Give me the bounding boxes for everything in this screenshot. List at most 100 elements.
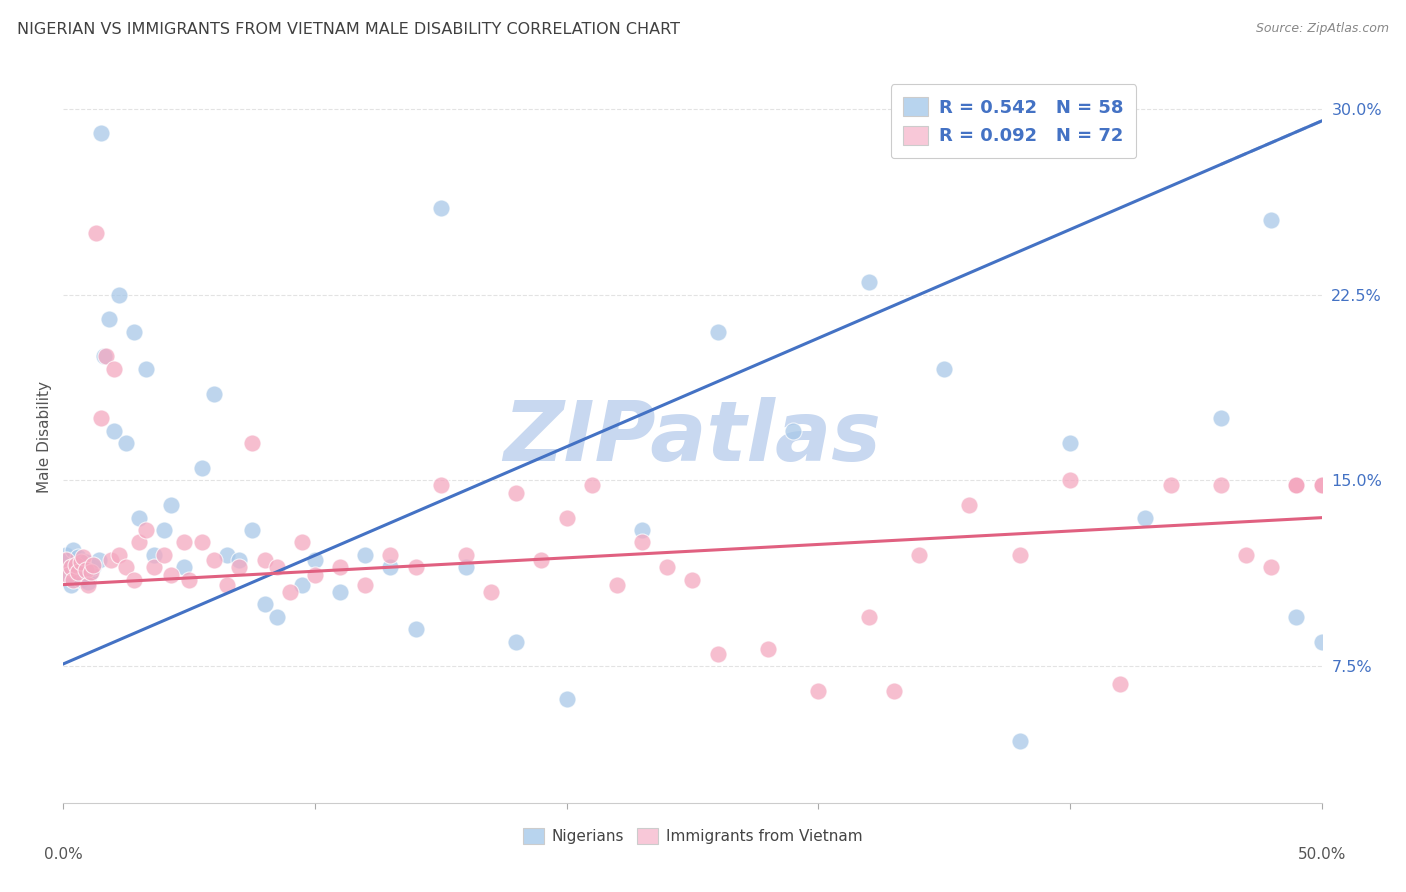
Point xyxy=(1209,478,1232,492)
Text: 50.0%: 50.0% xyxy=(1298,847,1346,863)
Point xyxy=(858,610,880,624)
Point xyxy=(1059,474,1081,488)
Point xyxy=(631,535,654,549)
Point xyxy=(122,325,145,339)
Point xyxy=(1209,411,1232,425)
Point xyxy=(103,362,125,376)
Point xyxy=(430,478,453,492)
Point xyxy=(1310,634,1333,648)
Point xyxy=(1285,478,1308,492)
Point xyxy=(55,553,77,567)
Point xyxy=(505,486,527,500)
Point xyxy=(100,553,122,567)
Point xyxy=(142,548,165,562)
Point xyxy=(266,610,288,624)
Point xyxy=(304,567,326,582)
Point xyxy=(1310,478,1333,492)
Point xyxy=(62,542,84,557)
Point xyxy=(75,563,97,577)
Point xyxy=(97,312,120,326)
Point xyxy=(65,558,87,572)
Point xyxy=(858,275,880,289)
Point xyxy=(606,577,628,591)
Point xyxy=(581,478,603,492)
Point xyxy=(329,560,352,574)
Point xyxy=(908,548,931,562)
Text: Source: ZipAtlas.com: Source: ZipAtlas.com xyxy=(1256,22,1389,36)
Point xyxy=(957,498,980,512)
Point xyxy=(58,567,80,582)
Point xyxy=(93,350,115,364)
Point xyxy=(1285,610,1308,624)
Point xyxy=(153,523,176,537)
Point xyxy=(530,553,553,567)
Point xyxy=(883,684,905,698)
Point xyxy=(173,535,195,549)
Point xyxy=(215,548,238,562)
Point xyxy=(70,555,93,569)
Point xyxy=(70,573,93,587)
Point xyxy=(160,567,183,582)
Point xyxy=(75,555,97,569)
Point xyxy=(142,560,165,574)
Point xyxy=(555,510,578,524)
Point xyxy=(90,411,112,425)
Point xyxy=(82,558,104,572)
Point xyxy=(304,553,326,567)
Point xyxy=(329,585,352,599)
Point xyxy=(1008,548,1031,562)
Point xyxy=(228,560,250,574)
Point xyxy=(67,550,90,565)
Text: ZIPatlas: ZIPatlas xyxy=(503,397,882,477)
Point xyxy=(1285,478,1308,492)
Point xyxy=(240,436,263,450)
Point xyxy=(160,498,183,512)
Point xyxy=(55,548,77,562)
Point xyxy=(215,577,238,591)
Point xyxy=(72,550,94,565)
Point xyxy=(107,548,129,562)
Point xyxy=(555,691,578,706)
Point xyxy=(291,577,314,591)
Point xyxy=(756,642,779,657)
Point xyxy=(657,560,679,574)
Point xyxy=(1160,478,1182,492)
Point xyxy=(454,560,477,574)
Point xyxy=(59,560,82,574)
Point xyxy=(253,598,276,612)
Point xyxy=(706,647,728,661)
Point xyxy=(190,535,212,549)
Point xyxy=(115,436,138,450)
Point xyxy=(103,424,125,438)
Text: NIGERIAN VS IMMIGRANTS FROM VIETNAM MALE DISABILITY CORRELATION CHART: NIGERIAN VS IMMIGRANTS FROM VIETNAM MALE… xyxy=(17,22,681,37)
Point xyxy=(479,585,502,599)
Point xyxy=(1285,478,1308,492)
Point xyxy=(1310,478,1333,492)
Point xyxy=(128,535,150,549)
Point xyxy=(681,573,703,587)
Point xyxy=(253,553,276,567)
Point xyxy=(1008,734,1031,748)
Point xyxy=(228,553,250,567)
Point xyxy=(65,565,87,579)
Point xyxy=(65,558,87,572)
Point xyxy=(128,510,150,524)
Point xyxy=(240,523,263,537)
Point xyxy=(59,560,82,574)
Point xyxy=(354,548,377,562)
Point xyxy=(291,535,314,549)
Point xyxy=(1310,478,1333,492)
Point xyxy=(80,565,103,579)
Point xyxy=(115,560,138,574)
Point xyxy=(405,560,427,574)
Point xyxy=(72,563,94,577)
Point xyxy=(77,575,100,590)
Point xyxy=(1109,677,1132,691)
Point xyxy=(87,553,110,567)
Point xyxy=(67,565,90,579)
Point xyxy=(84,226,107,240)
Point xyxy=(190,461,212,475)
Point xyxy=(1135,510,1157,524)
Point xyxy=(80,565,103,579)
Point xyxy=(153,548,176,562)
